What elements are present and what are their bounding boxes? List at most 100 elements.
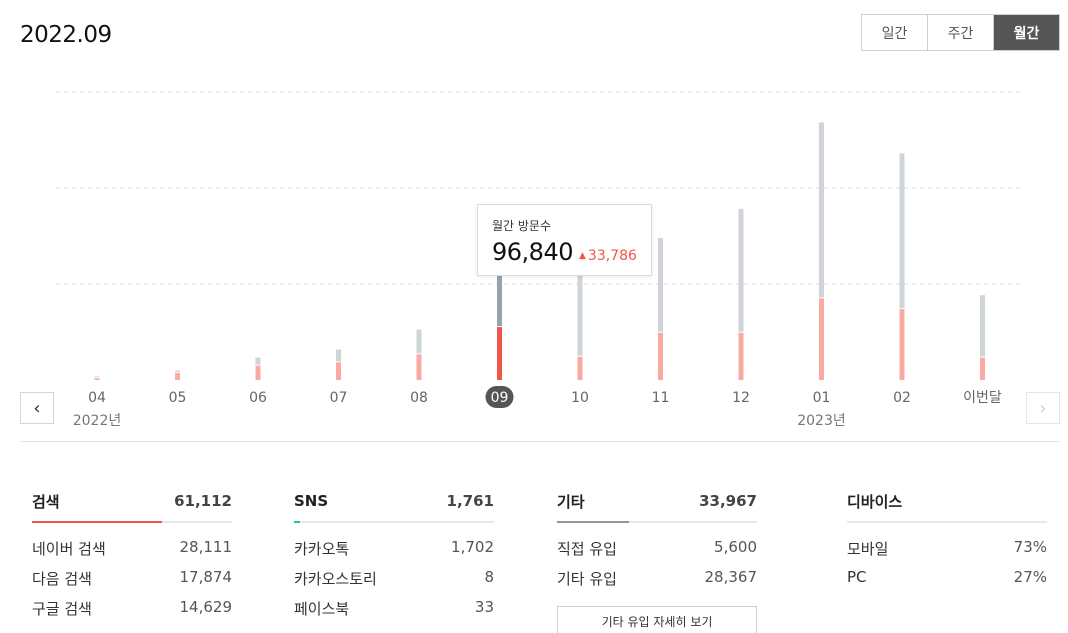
- x-tick-label: 05: [169, 390, 187, 406]
- x-tick-label: 11: [652, 390, 670, 406]
- row-value: 8: [484, 568, 494, 586]
- bar-segment-current: [94, 378, 100, 380]
- panel-etc: 기타 33,967 직접 유입 5,600 기타 유입 28,367 기타 유입 자…: [557, 488, 757, 633]
- list-item: 모바일 73%: [847, 538, 1047, 568]
- bar-segment-current: [255, 365, 261, 380]
- chart-prev-button[interactable]: ‹: [20, 392, 54, 424]
- bar-segment-current: [819, 298, 824, 380]
- x-tick-label: 04: [88, 390, 106, 406]
- panel-title: 기타: [557, 492, 585, 511]
- chevron-right-icon: ›: [1039, 397, 1047, 419]
- bar-segment-current: [175, 373, 180, 380]
- up-arrow-icon: ▲: [578, 251, 586, 261]
- bar-segment-current: [738, 332, 744, 380]
- share-bar: [557, 521, 757, 523]
- tooltip-delta: ▲ 33,786: [579, 248, 637, 264]
- row-label: 네이버 검색: [32, 540, 106, 558]
- panel-title: 검색: [32, 492, 60, 511]
- tab-daily[interactable]: 일간: [862, 15, 928, 50]
- row-label: 구글 검색: [32, 600, 92, 618]
- x-tick-label: 이번달: [963, 390, 1002, 406]
- x-tick-label: 02: [893, 390, 911, 406]
- list-item: 구글 검색 14,629: [32, 598, 232, 628]
- share-bar-fill: [294, 521, 300, 523]
- row-label: 카카오톡: [294, 540, 350, 558]
- tab-monthly[interactable]: 월간: [994, 15, 1059, 50]
- bar-segment-prior: [416, 329, 422, 354]
- bar-segment-prior: [658, 237, 663, 332]
- x-tick-label: 08: [410, 390, 428, 406]
- panel-title: SNS: [294, 492, 329, 510]
- tooltip-value: 96,840: [492, 238, 573, 266]
- bar-segment-current: [980, 357, 985, 380]
- panel-title: 디바이스: [847, 492, 903, 511]
- bar-segment-prior: [175, 370, 180, 373]
- x-tick-label: 12: [732, 390, 750, 406]
- tab-weekly[interactable]: 주간: [928, 15, 994, 50]
- row-value: 33: [474, 598, 494, 616]
- list-item: 다음 검색 17,874: [32, 568, 232, 598]
- bar-segment-current: [658, 332, 663, 380]
- row-value: 28,111: [179, 538, 233, 556]
- chart-tooltip: 월간 방문수 96,840 ▲ 33,786: [477, 204, 652, 276]
- etc-detail-button[interactable]: 기타 유입 자세히 보기: [557, 606, 757, 633]
- panel-total: 33,967: [699, 492, 757, 510]
- list-item: 네이버 검색 28,111: [32, 538, 232, 568]
- share-bar-fill: [557, 521, 629, 523]
- bar-segment-current: [416, 354, 422, 380]
- row-label: 모바일: [847, 540, 889, 558]
- bar-segment-current: [497, 327, 502, 380]
- x-tick-label: 06: [249, 390, 267, 406]
- section-divider: [20, 441, 1060, 442]
- period-tabs: 일간 주간 월간: [861, 14, 1060, 51]
- list-item: 페이스북 33: [294, 598, 494, 628]
- bar-segment-prior: [899, 153, 905, 309]
- panel-sns: SNS 1,761 카카오톡 1,702 카카오스토리 8 페이스북 33: [294, 488, 494, 628]
- divider-line: [847, 521, 1047, 523]
- row-value: 17,874: [179, 568, 233, 586]
- row-value: 73%: [1013, 538, 1047, 556]
- bar-segment-prior: [255, 357, 261, 365]
- row-value: 14,629: [179, 598, 233, 616]
- bar-segment-current: [899, 309, 905, 380]
- x-tick-label: 10: [571, 390, 589, 406]
- bar-segment-current: [577, 356, 583, 380]
- list-item: 기타 유입 28,367: [557, 568, 757, 598]
- year-label: 2023년: [797, 413, 846, 429]
- page-title: 2022.09: [20, 22, 112, 48]
- share-bar: [32, 521, 232, 523]
- list-item: PC 27%: [847, 568, 1047, 598]
- row-label: 카카오스토리: [294, 570, 377, 588]
- row-label: 직접 유입: [557, 540, 617, 558]
- x-tick-label: 07: [330, 390, 348, 406]
- chart-next-button[interactable]: ›: [1026, 392, 1060, 424]
- list-item: 직접 유입 5,600: [557, 538, 757, 568]
- selected-month-badge: [485, 386, 514, 408]
- share-bar-fill: [32, 521, 162, 523]
- row-label: 페이스북: [294, 600, 350, 618]
- row-value: 28,367: [704, 568, 758, 586]
- panel-total: 1,761: [446, 492, 494, 510]
- share-bar: [294, 521, 494, 523]
- bar-segment-prior: [336, 349, 341, 362]
- bar-segment-current: [336, 362, 341, 380]
- bar-segment-prior: [819, 122, 824, 298]
- bar-segment-prior: [980, 295, 985, 357]
- bar-segment-prior: [738, 208, 744, 332]
- list-item: 카카오톡 1,702: [294, 538, 494, 568]
- bar-segment-prior: [94, 376, 100, 378]
- panel-device: 디바이스 모바일 73% PC 27%: [847, 488, 1047, 598]
- list-item: 카카오스토리 8: [294, 568, 494, 598]
- tooltip-label: 월간 방문수: [492, 219, 552, 233]
- panel-total: 61,112: [174, 492, 232, 510]
- row-label: PC: [847, 568, 867, 586]
- x-tick-label: 09: [491, 390, 509, 406]
- panel-search: 검색 61,112 네이버 검색 28,111 다음 검색 17,874 구글 검색…: [32, 488, 232, 628]
- x-tick-label: 01: [813, 390, 831, 406]
- row-value: 5,600: [714, 538, 757, 556]
- chevron-left-icon: ‹: [33, 397, 41, 419]
- row-label: 기타 유입: [557, 570, 617, 588]
- year-label: 2022년: [73, 413, 122, 429]
- row-value: 27%: [1013, 568, 1047, 586]
- row-value: 1,702: [451, 538, 494, 556]
